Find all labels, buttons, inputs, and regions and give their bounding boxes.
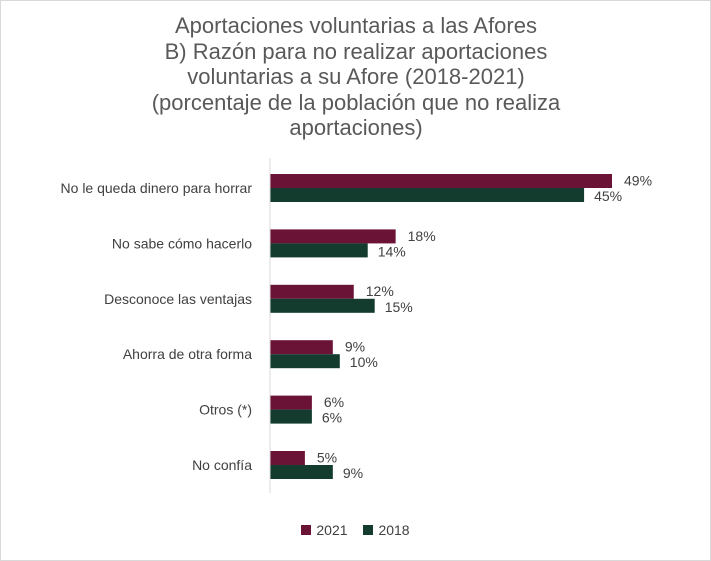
title-line-2: B) Razón para no realizar aportaciones [164,38,548,64]
legend-item-2018: 2018 [363,522,410,538]
data-label-2021: 49% [624,172,652,188]
data-label-2021: 18% [408,228,436,244]
legend: 2021 2018 [1,522,710,538]
legend-swatch-2018 [363,525,374,535]
bar-2018 [270,409,312,424]
category-label: No le queda dinero para horrar [61,180,253,196]
data-label-2018: 10% [350,354,378,370]
data-label-2021: 5% [317,449,337,465]
data-label-2018: 45% [594,188,622,204]
bar-2018 [270,298,375,313]
data-label-2018: 14% [378,243,406,259]
bar-2018 [270,354,340,369]
bar-2018 [270,188,585,202]
bar-2021 [270,340,333,355]
data-label-2021: 6% [324,394,344,410]
category-label: Desconoce las ventajas [104,291,252,307]
legend-label-2018: 2018 [378,522,410,538]
bar-2021 [270,451,305,465]
bar-2021 [270,229,396,244]
bar-2018 [270,465,333,479]
title-line-1: Aportaciones voluntarias a las Afores [175,13,537,38]
bar-2021 [270,395,312,410]
title-line-3: voluntarias a su Afore (2018-2021) [187,64,525,89]
legend-label-2021: 2021 [316,522,348,538]
legend-item-2021: 2021 [301,522,348,538]
data-label-2018: 6% [322,410,342,426]
bar-2021 [270,174,612,188]
category-label: No confía [192,457,252,473]
title-line-5: aportaciones) [289,115,423,140]
data-label-2021: 12% [366,283,394,299]
category-label: No sabe cómo hacerlo [112,235,252,251]
data-label-2018: 9% [343,465,363,481]
title-line-4: (porcentaje de la población que no reali… [151,89,561,115]
data-label-2021: 9% [345,339,365,355]
data-label-2018: 15% [385,299,413,315]
legend-swatch-2021 [301,525,312,535]
category-label: Ahorra de otra forma [123,346,252,362]
category-label: Otros (*) [199,402,252,418]
bar-2018 [270,243,368,258]
chart-title: Aportaciones voluntarias a las Afores B)… [61,13,651,141]
bar-2021 [270,284,354,299]
